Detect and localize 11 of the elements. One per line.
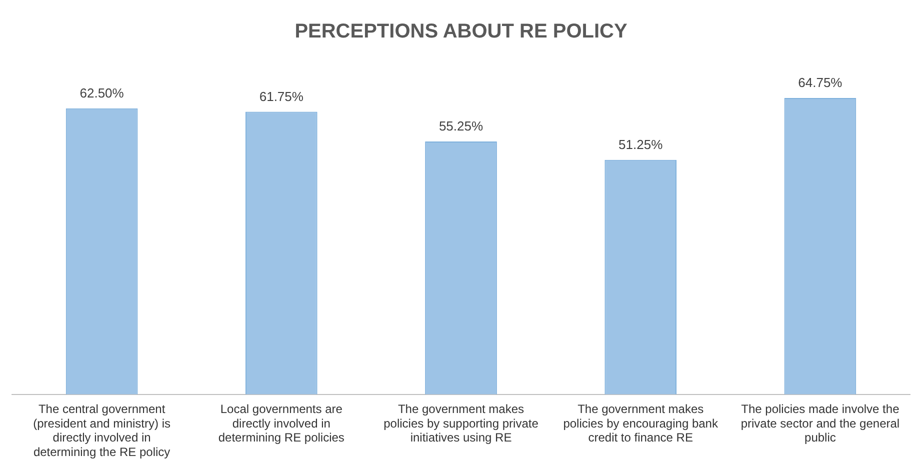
chart-title: PERCEPTIONS ABOUT RE POLICY: [294, 20, 628, 43]
x-tick-label: The government makes policies by supporting private initiatives using RE: [384, 402, 539, 445]
data-label: 62.50%: [80, 85, 124, 100]
x-tick-label: The policies made involve the private sector and the general public: [740, 402, 900, 445]
data-label: 61.75%: [259, 88, 304, 104]
x-tick-label: The government makes policies by encouraging bank credit to finance RE: [563, 402, 719, 445]
data-label: 55.25%: [438, 118, 484, 134]
x-tick-label: Local governments are directly involved in determining RE policies: [218, 402, 344, 445]
x-tick-label: The central government (president and ministry) is directly involved in determining the RE policy: [33, 402, 170, 460]
data-label: 64.75%: [798, 75, 843, 90]
data-label: 51.25%: [618, 136, 664, 152]
